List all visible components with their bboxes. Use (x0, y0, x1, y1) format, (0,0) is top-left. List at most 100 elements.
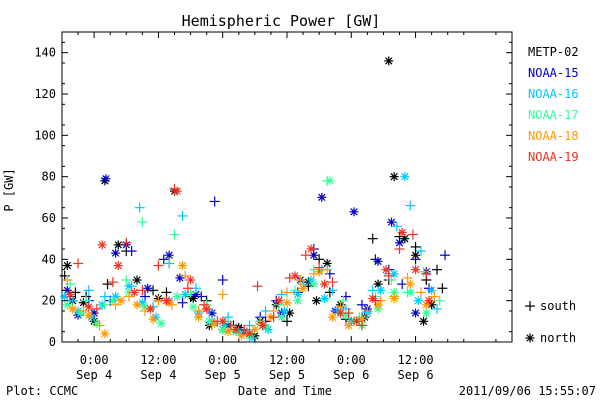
north-point (421, 308, 431, 318)
star-stroke (422, 309, 430, 317)
north-point (172, 186, 182, 196)
x-tick-date-label: Sep 5 (205, 368, 241, 382)
marker-legend: south north (525, 299, 576, 345)
north-point (164, 250, 174, 260)
y-tick-label: 100 (34, 128, 56, 142)
chart-title: Hemispheric Power [GW] (182, 12, 381, 30)
north-point (129, 287, 139, 297)
series-noaa-17 (62, 175, 445, 341)
star-stroke (336, 309, 345, 317)
legend-entry: METP-02 (528, 45, 579, 59)
star-stroke (374, 257, 382, 266)
y-tick-label: 140 (34, 46, 56, 60)
north-point (384, 56, 394, 66)
north-point (405, 287, 415, 297)
star-stroke (312, 297, 321, 305)
north-point (328, 312, 338, 322)
south-point (367, 233, 378, 244)
star-stroke (344, 321, 353, 330)
star-stroke (425, 297, 433, 305)
south-point (338, 295, 349, 306)
north-point (317, 192, 327, 202)
star-stroke (310, 251, 318, 259)
north-point (320, 279, 329, 289)
south-point (209, 196, 220, 207)
south-point (432, 303, 442, 314)
star-stroke (294, 297, 302, 305)
star-stroke (411, 309, 420, 317)
star-stroke (374, 280, 382, 288)
star-stroke (286, 309, 294, 317)
x-tick-time-label: 12:00 (398, 353, 434, 367)
star-stroke (320, 280, 329, 288)
south-point (65, 279, 76, 290)
x-tick-time-label: 0:00 (80, 353, 109, 367)
south-point (324, 287, 335, 298)
north-point (274, 296, 284, 306)
north-point (156, 318, 166, 328)
south-point (158, 254, 169, 265)
south-point (161, 287, 172, 298)
north-point (306, 244, 316, 254)
south-point (121, 237, 132, 248)
north-point (376, 285, 386, 295)
star-stroke (114, 241, 122, 249)
south-point (386, 275, 397, 285)
star-stroke (387, 218, 396, 226)
north-point (194, 312, 204, 322)
star-stroke (427, 301, 436, 309)
south-point (126, 246, 137, 257)
south-point (324, 268, 335, 279)
y-tick-label: 120 (34, 87, 56, 101)
south-point (415, 287, 426, 298)
star-stroke (320, 294, 329, 303)
star-stroke (390, 294, 398, 303)
south-point (397, 279, 408, 290)
x-tick-date-label: Sep 5 (269, 368, 305, 382)
south-point (185, 287, 196, 298)
star-stroke (283, 299, 291, 307)
series-noaa-16 (60, 172, 442, 343)
south-point (180, 270, 191, 281)
y-tick-label: 80 (42, 170, 56, 184)
north-point (424, 296, 434, 306)
star-stroke (219, 325, 227, 334)
star-stroke (133, 276, 141, 284)
star-stroke (98, 241, 106, 249)
north-point (245, 329, 254, 339)
north-point (298, 283, 308, 293)
south-point (137, 285, 148, 296)
star-stroke (318, 193, 326, 201)
star-stroke (63, 301, 72, 309)
x-tick-date-label: Sep 4 (76, 368, 112, 382)
south-point (407, 229, 418, 240)
star-stroke (294, 290, 302, 299)
north-point (413, 296, 423, 306)
footer-left: Plot: CCMC (6, 384, 78, 398)
south-point (295, 275, 306, 285)
south-point (300, 250, 311, 261)
star-stroke (291, 272, 299, 280)
south-point (415, 246, 426, 257)
star-stroke (85, 311, 93, 319)
x-tick-date-label: Sep 4 (140, 368, 176, 382)
star-stroke (259, 321, 267, 330)
star-stroke (165, 251, 173, 259)
north-point (250, 325, 260, 335)
star-stroke (189, 303, 197, 311)
north-point (97, 240, 107, 250)
south-point (410, 254, 421, 265)
south-point (367, 285, 378, 296)
south-point (198, 299, 209, 310)
star-stroke (192, 290, 200, 299)
north-point (400, 172, 410, 182)
star-stroke (162, 297, 171, 305)
north-point (320, 294, 329, 304)
star-stroke (245, 330, 254, 338)
star-stroke (146, 305, 155, 313)
star-stroke (232, 325, 240, 334)
south-point (94, 320, 105, 331)
star-stroke (401, 173, 409, 181)
south-point (322, 264, 333, 275)
star-stroke (406, 288, 414, 297)
